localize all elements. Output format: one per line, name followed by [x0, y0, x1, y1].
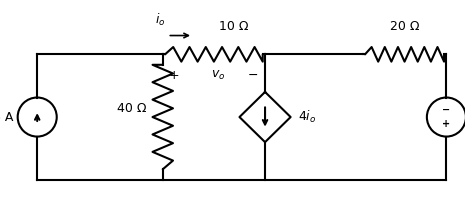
Text: 6 A: 6 A [0, 111, 13, 124]
Text: 20 Ω: 20 Ω [390, 20, 419, 33]
Text: 10 Ω: 10 Ω [219, 20, 248, 33]
Text: −: − [442, 105, 451, 115]
Text: +: + [442, 120, 451, 129]
Text: −: − [248, 69, 259, 82]
Text: 40 Ω: 40 Ω [117, 102, 146, 115]
Text: $v_o$: $v_o$ [212, 69, 226, 82]
Text: $i_o$: $i_o$ [155, 12, 165, 28]
Text: +: + [169, 69, 179, 82]
Text: $4i_o$: $4i_o$ [298, 109, 316, 125]
